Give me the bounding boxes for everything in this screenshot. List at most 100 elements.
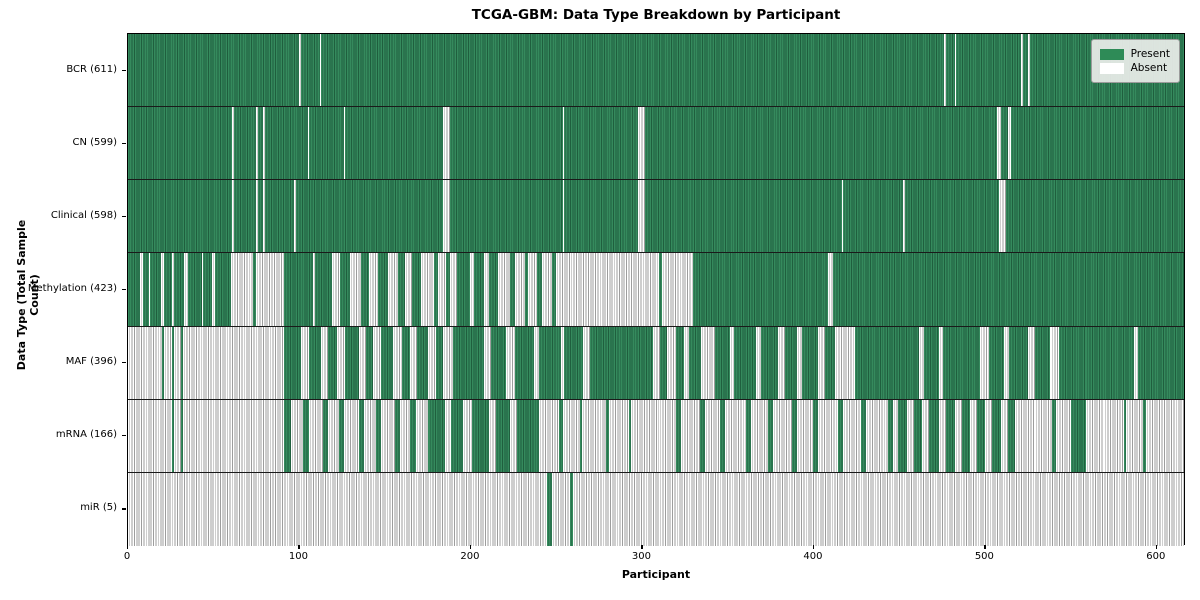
y-tick-label-maf: MAF (396) xyxy=(65,356,117,368)
segment-absent xyxy=(509,399,517,472)
absent-swatch xyxy=(1099,62,1124,74)
segment-absent xyxy=(1086,399,1104,472)
segment-absent xyxy=(359,326,366,399)
x-tick-label-0: 0 xyxy=(123,551,131,562)
legend-label-present: Present xyxy=(1130,48,1170,60)
segment-present xyxy=(629,399,632,472)
segment-absent xyxy=(1014,399,1036,472)
segment-present xyxy=(745,399,751,472)
segment-absent xyxy=(985,399,993,472)
segment-present xyxy=(538,326,561,399)
segment-present xyxy=(644,180,842,253)
segment-absent xyxy=(680,399,700,472)
legend: Present Absent xyxy=(1090,39,1180,83)
x-tick-label-500: 500 xyxy=(974,551,994,562)
segment-absent xyxy=(555,253,570,326)
segment-absent xyxy=(256,107,259,180)
segment-present xyxy=(453,326,484,399)
segment-present xyxy=(761,326,779,399)
segment-present xyxy=(163,253,173,326)
segment-absent xyxy=(160,253,164,326)
x-tick-mark xyxy=(812,545,815,549)
segment-absent xyxy=(773,399,793,472)
segment-absent xyxy=(562,107,565,180)
segment-present xyxy=(768,399,774,472)
segment-absent xyxy=(542,253,553,326)
segment-present xyxy=(456,253,471,326)
segment-present xyxy=(824,326,835,399)
segment-absent xyxy=(569,253,659,326)
segment-absent xyxy=(256,253,284,326)
segment-absent xyxy=(483,253,490,326)
segment-absent xyxy=(1000,399,1008,472)
segment-present xyxy=(300,34,320,107)
segment-present xyxy=(860,399,866,472)
legend-item-absent: Absent xyxy=(1099,62,1170,74)
segment-present xyxy=(401,326,411,399)
segment-present xyxy=(675,326,685,399)
segment-absent xyxy=(442,326,454,399)
segment-absent xyxy=(364,399,377,472)
x-tick-label-100: 100 xyxy=(288,551,309,562)
segment-absent xyxy=(581,399,606,472)
segment-absent xyxy=(918,326,924,399)
y-tick-mark xyxy=(122,69,126,71)
segment-present xyxy=(472,399,490,472)
segment-present xyxy=(323,399,329,472)
y-tick-label-methylation: Methylation (423) xyxy=(27,283,117,294)
x-tick-mark xyxy=(984,545,986,549)
segment-absent xyxy=(483,326,491,399)
segment-absent xyxy=(444,399,452,472)
y-tick-mark xyxy=(122,142,126,144)
segment-present xyxy=(660,326,668,399)
row-cn xyxy=(128,107,1184,181)
segment-absent xyxy=(139,253,144,326)
row-mrna xyxy=(128,399,1184,473)
segment-present xyxy=(283,253,313,326)
segment-absent xyxy=(661,253,693,326)
y-tick-mark xyxy=(122,508,126,510)
segment-present xyxy=(564,326,584,399)
segment-present xyxy=(446,253,450,326)
segment-present xyxy=(172,326,175,399)
segment-present xyxy=(187,253,202,326)
segment-absent xyxy=(388,253,399,326)
segment-present xyxy=(309,107,344,180)
segment-absent xyxy=(405,253,413,326)
segment-present xyxy=(234,180,257,253)
segment-present xyxy=(552,253,556,326)
segment-present xyxy=(976,399,986,472)
segment-present xyxy=(689,326,702,399)
segment-absent xyxy=(299,34,301,107)
segment-absent xyxy=(1028,34,1030,107)
segment-absent xyxy=(572,472,1184,546)
segment-absent xyxy=(1004,326,1010,399)
segment-present xyxy=(1086,326,1135,399)
segment-absent xyxy=(631,399,659,472)
segment-absent xyxy=(343,107,346,180)
legend-label-absent: Absent xyxy=(1130,62,1168,74)
segment-absent xyxy=(184,253,188,326)
segment-absent xyxy=(300,326,310,399)
segment-present xyxy=(429,399,445,472)
segment-present xyxy=(172,399,175,472)
segment-present xyxy=(128,34,300,107)
segment-absent xyxy=(381,399,395,472)
segment-present xyxy=(314,253,332,326)
segment-absent xyxy=(997,107,1001,180)
segment-present xyxy=(881,326,919,399)
y-tick-label-clinical: Clinical (598) xyxy=(50,209,117,221)
segment-absent xyxy=(427,326,437,399)
segment-absent xyxy=(369,253,378,326)
segment-present xyxy=(345,107,443,180)
segment-present xyxy=(328,326,337,399)
segment-present xyxy=(590,326,654,399)
segment-absent xyxy=(437,253,447,326)
segment-present xyxy=(720,399,726,472)
segment-absent xyxy=(1125,399,1143,472)
segment-absent xyxy=(552,472,570,546)
segment-present xyxy=(489,253,498,326)
segment-absent xyxy=(658,399,676,472)
segment-present xyxy=(436,326,443,399)
segment-present xyxy=(345,326,360,399)
